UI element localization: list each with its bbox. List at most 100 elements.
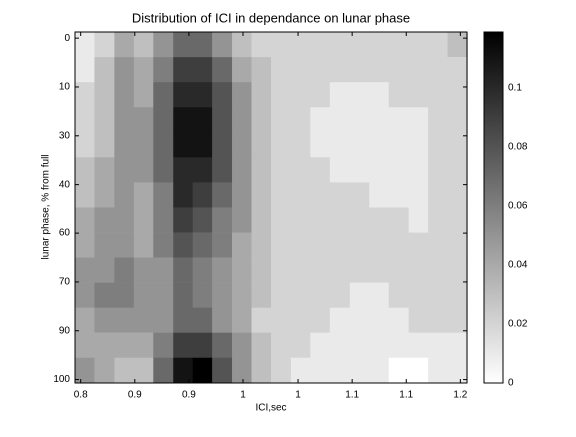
heatmap-cell [192,107,213,133]
heatmap-cell [192,332,213,359]
heatmap-cell [349,132,370,158]
heatmap-cell [408,207,429,233]
heatmap-cell [290,182,311,208]
heatmap-cell [329,82,351,108]
heatmap-cell [408,282,429,309]
heatmap-cell [251,257,272,283]
y-tick-label: 30 [59,130,71,141]
x-tick-label: 1 [240,390,246,401]
heatmap-cell [369,357,389,384]
heatmap-cell [114,357,135,384]
heatmap-cell [251,207,272,233]
heatmap-cell [388,107,409,133]
heatmap-cell [388,307,409,333]
colorbar-tick-label: 0 [508,378,514,389]
heatmap-cell [329,182,351,208]
heatmap-cell [369,232,389,258]
heatmap-cell [369,282,389,309]
heatmap-cell [133,107,154,133]
heatmap-cell [212,207,233,233]
heatmap-cell [428,57,448,83]
heatmap-cell [232,257,252,283]
heatmap-cell [369,207,389,233]
heatmap-cell [192,82,213,108]
heatmap-cell [349,207,370,233]
heatmap-cell [251,107,272,133]
heatmap-cell [153,182,174,208]
heatmap-cell [212,257,233,283]
heatmap-cell [232,332,252,359]
heatmap-cell [114,132,135,158]
x-tick-label: 1 [295,390,301,401]
chart-title: Distribution of ICI in dependance on lun… [132,10,410,25]
heatmap-cell [310,182,331,208]
heatmap-cell [153,82,174,108]
x-axis-label: ICI,sec [255,403,286,414]
heatmap-cell [114,232,135,258]
heatmap-cell [232,157,252,183]
heatmap-cell [290,282,311,309]
heatmap-cell [173,232,193,258]
heatmap-cell [94,82,115,108]
heatmap-cell [251,132,272,158]
heatmap-cell [369,82,389,108]
heatmap-cell [271,307,292,333]
heatmap-cell [349,157,370,183]
colorbar-tick-label: 0.08 [508,142,528,153]
heatmap-cell [251,82,272,108]
heatmap-cell [212,307,233,333]
heatmap-cell [173,332,193,359]
heatmap-cell [349,257,370,283]
heatmap-cell [74,82,95,108]
heatmap-cell [114,282,135,309]
heatmap-cell [94,32,115,58]
heatmap-cell [290,82,311,108]
heatmap-cell [94,132,115,158]
heatmap-cell [74,132,95,158]
heatmap-cell [310,307,331,333]
heatmap-cell [173,107,193,133]
heatmap-cell [290,332,311,359]
heatmap-cell [74,182,95,208]
axes: 0.8 0.9 0.9 1 1 1.1 1.1 1.2 0 10 30 40 60 70 90 100 0 0.0… [53,31,528,401]
heatmap-cell [271,182,292,208]
heatmap-cell [310,207,331,233]
heatmap-cell [192,232,213,258]
heatmap-cell [408,257,429,283]
heatmap-cell [173,32,193,58]
heatmap-cell [369,332,389,359]
heatmap-cell [74,357,95,384]
heatmap-cell [94,157,115,183]
y-axis-label: lunar phase, % from full [41,154,52,259]
heatmap-cell [232,282,252,309]
heatmap-cell [251,307,272,333]
x-tick-label: 1.2 [453,390,467,401]
heatmap-cell [173,282,193,309]
heatmap-cell [192,207,213,233]
heatmap-cell [408,57,429,83]
heatmap-cell [271,107,292,133]
heatmap-cell [133,282,154,309]
heatmap-cell [153,32,174,58]
heatmap-cell [74,307,95,333]
colorbar-tick-label: 0.04 [508,260,528,271]
heatmap-cell [271,57,292,83]
heatmap-cell [388,32,409,58]
heatmap-cell [94,282,115,309]
heatmap-cell [388,332,409,359]
heatmap-cell [447,157,468,183]
y-tick-label: 40 [59,179,71,190]
heatmap-cell [388,257,409,283]
heatmap-cell [447,307,468,333]
heatmap-cell [153,282,174,309]
heatmap-cell [232,307,252,333]
heatmap-cell [114,257,135,283]
heatmap-cell [94,107,115,133]
heatmap-cell [192,257,213,283]
heatmap-cell [349,232,370,258]
heatmap-cell [369,57,389,83]
heatmap-cell [74,32,95,58]
heatmap-cell [153,207,174,233]
plot-frame [74,31,468,384]
heatmap-cell [369,157,389,183]
